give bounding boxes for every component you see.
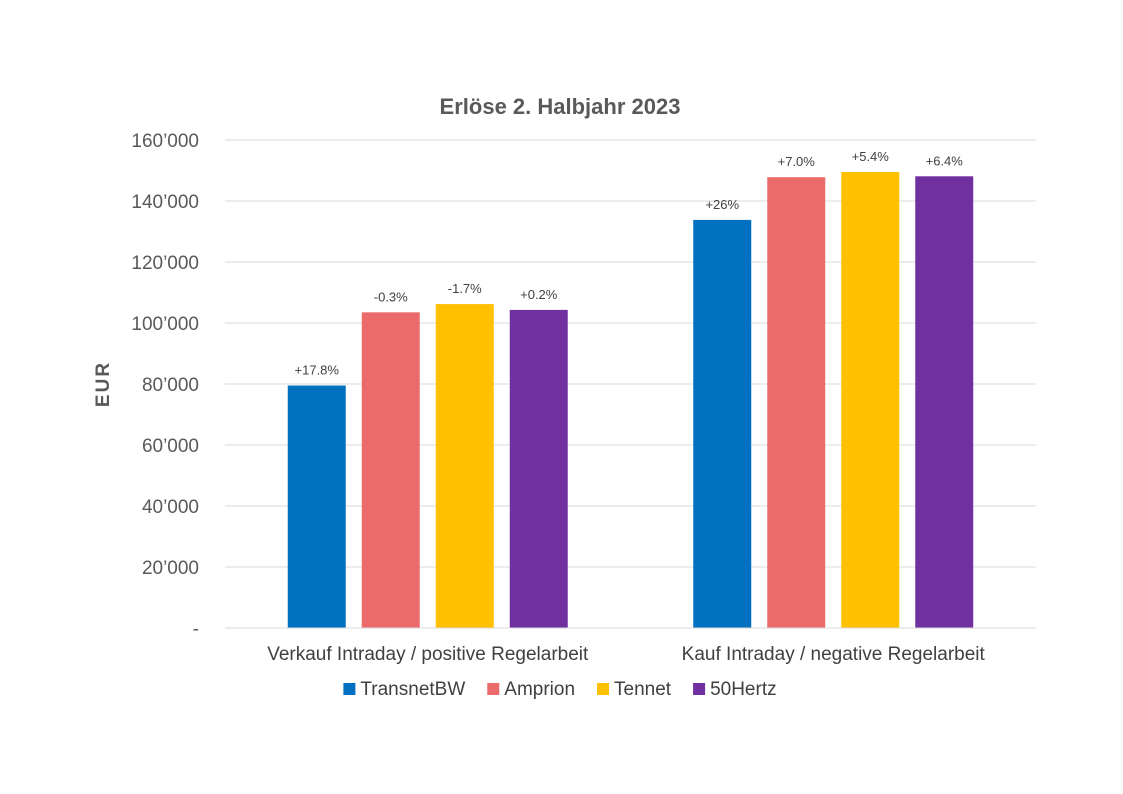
legend-swatch bbox=[343, 683, 356, 695]
legend-swatch bbox=[597, 683, 610, 695]
data-label: -0.3% bbox=[374, 289, 408, 304]
legend-label: Amprion bbox=[504, 679, 575, 700]
y-tick-label: 160’000 bbox=[131, 131, 199, 152]
y-tick-label: 60’000 bbox=[142, 436, 199, 457]
legend: TransnetBW Amprion Tennet 50Hertz bbox=[343, 679, 777, 700]
y-tick-label: 20’000 bbox=[142, 558, 199, 579]
legend-label: TransnetBW bbox=[360, 679, 465, 700]
bar-transnetbw bbox=[287, 385, 346, 628]
bar-50hertz bbox=[509, 309, 568, 628]
y-tick-label: 120’000 bbox=[131, 253, 199, 274]
y-axis-ticks: - 20’000 40’000 60’000 80’000 100’000 120’000 1… bbox=[131, 131, 199, 640]
data-label: +6.4% bbox=[926, 153, 964, 168]
data-label: +0.2% bbox=[520, 287, 558, 302]
data-label: -1.7% bbox=[448, 281, 482, 296]
y-axis-label: EUR bbox=[93, 361, 114, 407]
bar-transnetbw bbox=[693, 219, 752, 628]
x-tick-label: Verkauf Intraday / positive Regelarbeit bbox=[267, 644, 589, 665]
bar-amprion bbox=[361, 312, 420, 628]
y-tick-label: 80’000 bbox=[142, 375, 199, 396]
bar-amprion bbox=[767, 177, 826, 628]
gridlines bbox=[225, 139, 1036, 568]
data-label: +17.8% bbox=[295, 363, 340, 378]
y-tick-label: - bbox=[193, 619, 199, 640]
y-tick-label: 40’000 bbox=[142, 497, 199, 518]
legend-swatch bbox=[693, 683, 706, 695]
legend-swatch bbox=[487, 683, 500, 695]
data-label: +5.4% bbox=[852, 149, 890, 164]
bar-tennet bbox=[841, 172, 900, 628]
y-tick-label: 140’000 bbox=[131, 192, 199, 213]
y-tick-label: 100’000 bbox=[131, 314, 199, 335]
legend-label: 50Hertz bbox=[710, 679, 777, 700]
bars bbox=[287, 172, 974, 629]
data-label: +26% bbox=[705, 197, 739, 212]
x-axis-ticks: Verkauf Intraday / positive Regelarbeit K… bbox=[267, 644, 985, 665]
x-tick-label: Kauf Intraday / negative Regelarbeit bbox=[682, 644, 986, 665]
legend-label: Tennet bbox=[614, 679, 672, 700]
bar-tennet bbox=[435, 304, 494, 628]
data-label: +7.0% bbox=[778, 154, 816, 169]
bar-50hertz bbox=[915, 176, 974, 629]
chart-title: Erlöse 2. Halbjahr 2023 bbox=[440, 94, 681, 119]
data-labels: +17.8% -0.3% -1.7% +0.2% +26% +7.0% +5.4% +6.4% bbox=[295, 149, 964, 378]
